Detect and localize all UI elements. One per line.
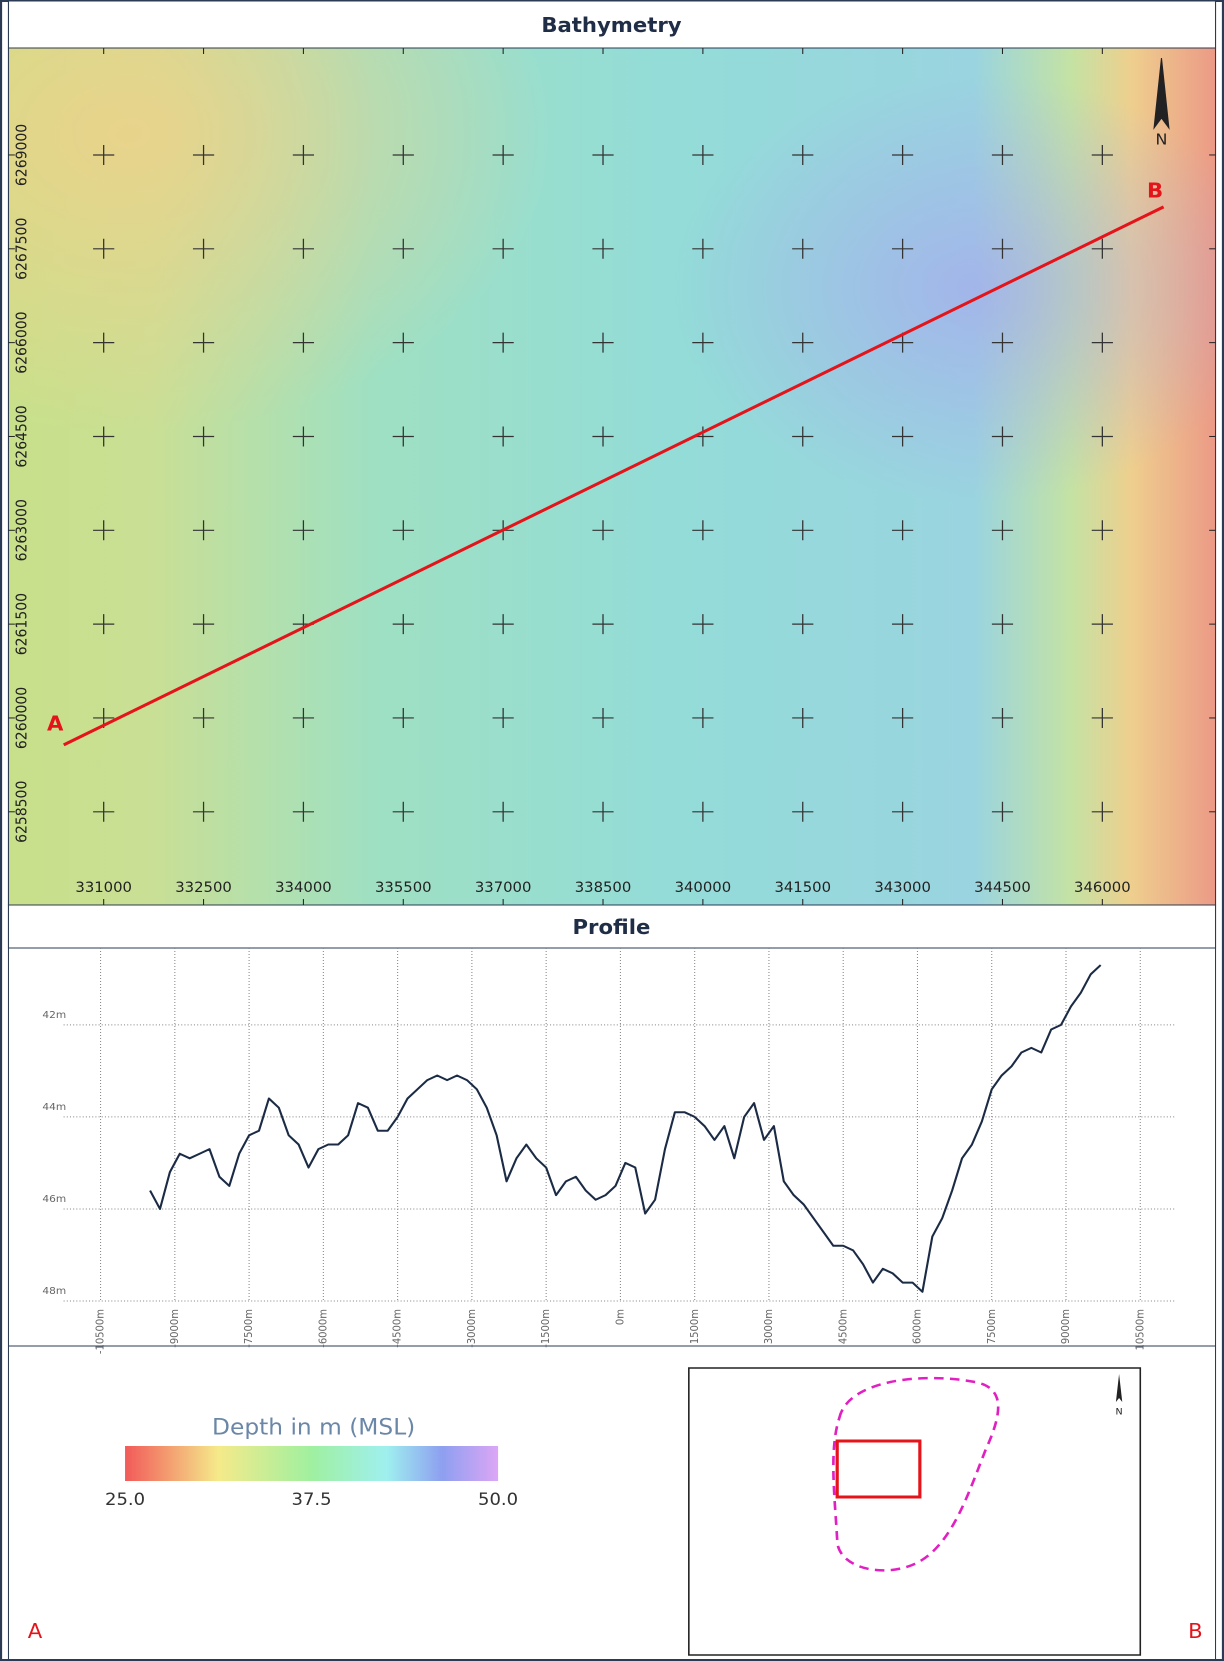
legend-title: Depth in m (MSL) <box>212 1415 415 1440</box>
x-tick-label: 332500 <box>175 880 232 896</box>
x-tick-label: 10500m <box>1134 1309 1146 1351</box>
profile-start-label: A <box>28 1619 42 1642</box>
y-tick-label: 6261500 <box>14 593 30 655</box>
x-tick-label: 335500 <box>375 880 432 896</box>
inset-map: N <box>689 1368 1140 1655</box>
y-tick-label: 6263000 <box>14 499 30 561</box>
x-tick-label: 337000 <box>475 880 532 896</box>
y-tick-label: 6267500 <box>14 218 30 280</box>
y-tick-label: 6260000 <box>14 687 30 749</box>
x-tick-label: 346000 <box>1074 880 1131 896</box>
y-tick-label: 46m <box>42 1193 66 1205</box>
profile-curve <box>150 965 1101 1292</box>
y-tick-label: 48m <box>42 1285 66 1297</box>
x-tick-label: 340000 <box>675 880 732 896</box>
x-tick-label: -1500m <box>540 1309 552 1348</box>
x-tick-label: -10500m <box>94 1309 106 1354</box>
figure: Bathymetry N Profile Depth in m (MSL) N … <box>0 0 1224 1661</box>
profile-title: Profile <box>573 915 651 938</box>
y-tick-label: 44m <box>42 1101 66 1113</box>
y-tick-label: 6264500 <box>14 405 30 467</box>
x-tick-label: 9000m <box>1060 1309 1072 1344</box>
x-tick-label: 331000 <box>75 880 132 896</box>
x-tick-label: -6000m <box>317 1309 329 1348</box>
x-tick-label: 338500 <box>575 880 632 896</box>
profile-end-label: B <box>1188 1619 1203 1642</box>
color-bar <box>125 1446 498 1481</box>
x-tick-label: 344500 <box>974 880 1031 896</box>
x-tick-label: 7500m <box>986 1309 998 1344</box>
x-tick-label: 3000m <box>763 1309 775 1344</box>
map-title: Bathymetry <box>541 13 682 36</box>
x-tick-label: -3000m <box>466 1309 478 1348</box>
y-tick-label: 42m <box>42 1009 66 1021</box>
x-tick-label: 4500m <box>837 1309 849 1344</box>
y-tick-label: 6269000 <box>14 124 30 186</box>
x-tick-label: 343000 <box>874 880 931 896</box>
y-tick-label: 6266000 <box>14 311 30 373</box>
x-tick-label: 0m <box>614 1309 626 1325</box>
y-tick-label: 6258500 <box>14 781 30 843</box>
legend-tick-label: 37.5 <box>292 1490 332 1509</box>
x-tick-label: -9000m <box>169 1309 181 1348</box>
x-tick-label: -4500m <box>391 1309 403 1348</box>
legend-tick-label: 50.0 <box>478 1490 518 1509</box>
x-tick-label: 334000 <box>275 880 332 896</box>
inset-north-label: N <box>1116 1407 1123 1418</box>
profile-start-label: A <box>47 712 63 735</box>
x-tick-label: 1500m <box>689 1309 701 1344</box>
x-tick-label: 341500 <box>774 880 831 896</box>
x-tick-label: 6000m <box>911 1309 923 1344</box>
profile-end-label: B <box>1147 179 1163 202</box>
north-label: N <box>1156 131 1168 148</box>
legend-tick-label: 25.0 <box>105 1490 145 1509</box>
inset-frame <box>689 1368 1140 1655</box>
x-tick-label: -7500m <box>243 1309 255 1348</box>
